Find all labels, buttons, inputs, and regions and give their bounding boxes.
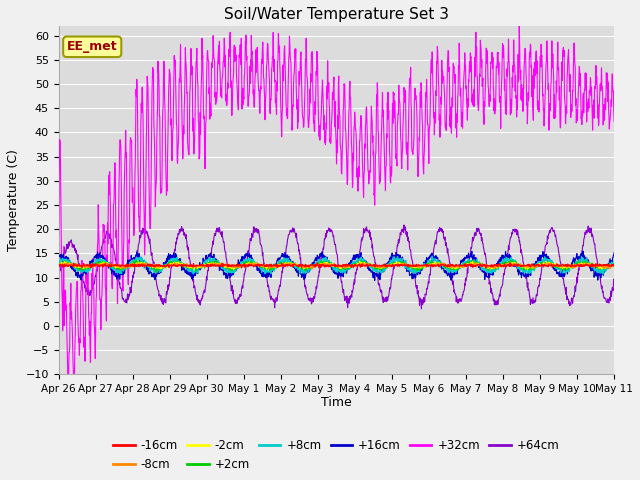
X-axis label: Time: Time bbox=[321, 396, 352, 408]
Legend: -16cm, -8cm, -2cm, +2cm, +8cm, +16cm, +32cm, +64cm: -16cm, -8cm, -2cm, +2cm, +8cm, +16cm, +3… bbox=[109, 434, 564, 476]
Title: Soil/Water Temperature Set 3: Soil/Water Temperature Set 3 bbox=[224, 7, 449, 22]
Y-axis label: Temperature (C): Temperature (C) bbox=[7, 149, 20, 251]
Text: EE_met: EE_met bbox=[67, 40, 118, 53]
